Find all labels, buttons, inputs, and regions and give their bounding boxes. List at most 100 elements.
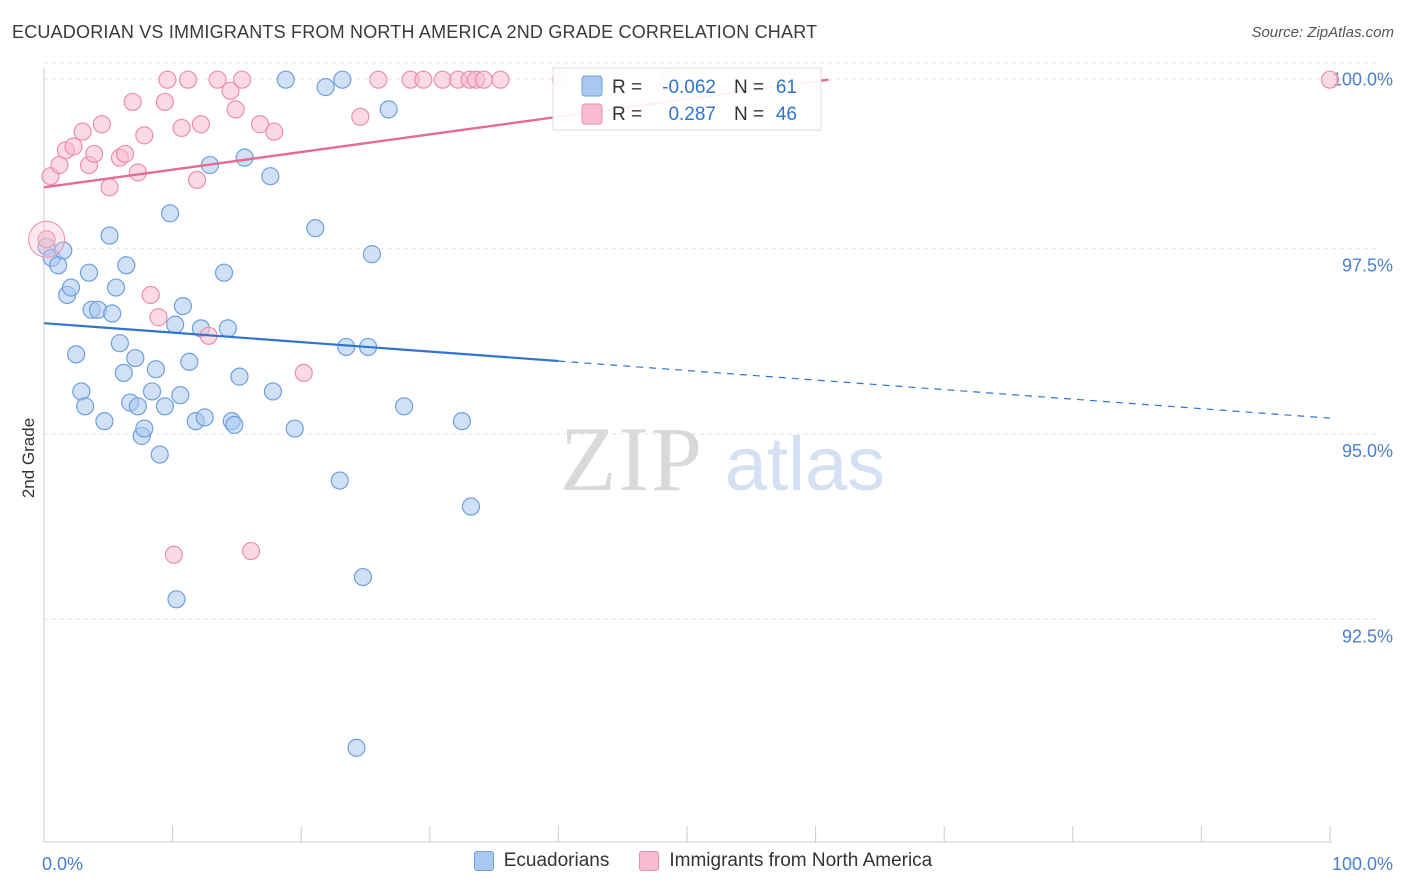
point-immigrants: [149, 308, 168, 327]
point-ecuadorians: [235, 148, 254, 167]
point-immigrants: [369, 70, 388, 89]
point-immigrants: [85, 144, 104, 164]
point-immigrants: [37, 230, 56, 249]
point-ecuadorians: [166, 315, 185, 334]
point-ecuadorians: [155, 397, 174, 416]
point-immigrants: [187, 170, 207, 190]
point-immigrants: [433, 70, 452, 89]
point-ecuadorians: [61, 278, 81, 297]
point-immigrants: [414, 70, 433, 89]
point-ecuadorians: [461, 497, 481, 516]
point-ecuadorians: [173, 296, 192, 316]
point-immigrants: [232, 70, 252, 89]
point-ecuadorians: [362, 245, 382, 264]
point-ecuadorians: [230, 367, 249, 386]
point-ecuadorians: [171, 386, 190, 405]
point-immigrants: [100, 178, 119, 197]
stats-n-label-pink: N =: [734, 104, 764, 125]
point-ecuadorians: [103, 304, 122, 323]
point-ecuadorians: [353, 567, 373, 587]
point-immigrants: [474, 70, 493, 89]
point-ecuadorians: [263, 382, 283, 401]
point-immigrants: [241, 541, 261, 561]
watermark-atlas: atlas: [725, 422, 886, 507]
point-ecuadorians: [160, 204, 180, 223]
axes: 100.0% 97.5% 95.0% 92.5% 0.0% 100.0%: [42, 68, 1393, 874]
point-immigrants: [294, 363, 313, 383]
point-ecuadorians: [79, 263, 99, 282]
point-ecuadorians: [379, 100, 398, 119]
legend-item-ecuadorians: Ecuadorians: [473, 850, 610, 872]
legend-label-immigrants: Immigrants from North America: [669, 850, 933, 871]
point-ecuadorians: [214, 263, 234, 282]
point-ecuadorians: [167, 590, 186, 609]
point-ecuadorians: [146, 360, 165, 379]
point-ecuadorians: [135, 419, 154, 438]
point-ecuadorians: [195, 408, 214, 427]
point-immigrants: [178, 70, 198, 89]
point-ecuadorians: [95, 412, 114, 431]
y-tick-label: 97.5%: [1342, 255, 1393, 275]
point-ecuadorians: [225, 415, 244, 434]
point-immigrants: [250, 115, 270, 134]
stats-swatch-pink: [581, 103, 603, 125]
stats-swatch-blue: [581, 75, 603, 97]
point-ecuadorians: [218, 319, 237, 338]
point-ecuadorians: [306, 219, 325, 238]
point-immigrants: [158, 70, 177, 89]
point-immigrants: [135, 126, 154, 145]
point-immigrants: [155, 92, 174, 112]
point-ecuadorians: [316, 78, 335, 97]
watermark: ZIP atlas: [560, 408, 885, 510]
point-ecuadorians: [276, 70, 295, 89]
point-immigrants: [221, 81, 240, 100]
point-immigrants: [491, 70, 510, 89]
watermark-zip: ZIP: [560, 408, 704, 510]
point-ecuadorians: [150, 445, 169, 464]
point-ecuadorians: [394, 397, 414, 416]
y-tick-label: 100.0%: [1332, 70, 1393, 90]
stats-n-label-blue: N =: [734, 77, 764, 98]
point-ecuadorians: [114, 363, 133, 383]
point-ecuadorians: [100, 226, 119, 245]
legend-item-immigrants: Immigrants from North America: [639, 850, 932, 872]
point-immigrants: [73, 122, 92, 141]
point-immigrants: [226, 100, 245, 119]
stats-r-label-blue: R =: [612, 77, 642, 98]
point-ecuadorians: [347, 738, 366, 757]
bottom-legend: Ecuadorians Immigrants from North Americ…: [0, 850, 1406, 872]
point-immigrants: [164, 545, 183, 564]
point-ecuadorians: [76, 397, 95, 416]
point-ecuadorians: [452, 412, 472, 431]
point-immigrants: [208, 70, 227, 89]
point-immigrants: [92, 115, 111, 134]
y-tick-label: 95.0%: [1342, 441, 1393, 461]
point-immigrants: [265, 122, 284, 141]
point-ecuadorians: [54, 241, 73, 260]
point-ecuadorians: [72, 382, 91, 401]
point-ecuadorians: [128, 397, 147, 416]
legend-label-ecuadorians: Ecuadorians: [503, 850, 610, 871]
point-ecuadorians: [261, 167, 280, 186]
point-immigrants: [1320, 70, 1340, 89]
point-ecuadorians: [67, 345, 86, 364]
stats-n-value-blue: 61: [776, 77, 797, 98]
point-immigrants: [123, 92, 142, 112]
trend-line-ecuadorians: [43, 322, 559, 363]
x-tick-label: 0.0%: [42, 854, 83, 874]
point-ecuadorians: [180, 352, 199, 371]
data-points: [28, 70, 1340, 757]
point-ecuadorians: [285, 419, 304, 438]
point-immigrants: [64, 137, 83, 156]
legend-swatch-pink: [639, 851, 660, 871]
y-axis-label: 2nd Grade: [19, 418, 38, 498]
source-label: Source: ZipAtlas.com: [1251, 24, 1394, 41]
point-ecuadorians: [110, 334, 129, 353]
point-immigrants: [141, 285, 160, 305]
legend-swatch-blue: [473, 851, 494, 871]
stats-n-value-pink: 46: [776, 104, 797, 125]
stats-legend: R = -0.062 N = 61 R = 0.287 N = 46: [552, 67, 822, 131]
point-ecuadorians: [330, 471, 349, 490]
point-immigrants: [172, 118, 191, 138]
